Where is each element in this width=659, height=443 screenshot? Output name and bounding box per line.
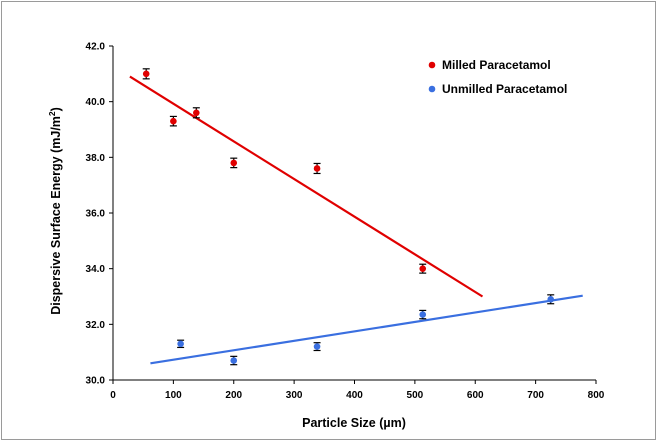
x-tick-label: 400 bbox=[346, 390, 363, 401]
x-tick-label: 200 bbox=[225, 390, 242, 401]
x-tick-label: 300 bbox=[286, 390, 303, 401]
data-point-series-0 bbox=[419, 265, 427, 272]
data-point-series-0 bbox=[230, 159, 238, 167]
y-axis-title-main: Dispersive Surface Energy (mJ/m bbox=[49, 116, 63, 315]
data-points bbox=[142, 68, 555, 366]
y-axis-title: Dispersive Surface Energy (mJ/m2) bbox=[47, 107, 63, 315]
y-axis-title-sup: 2 bbox=[47, 111, 57, 116]
trendline-series-0 bbox=[129, 75, 484, 298]
y-tick-label: 30.0 bbox=[86, 376, 106, 387]
trendline-series-1 bbox=[150, 294, 583, 365]
y-tick-label: 36.0 bbox=[86, 209, 106, 220]
x-tick-label: 800 bbox=[588, 390, 605, 401]
data-point-series-1 bbox=[547, 295, 555, 303]
y-tick-label: 42.0 bbox=[86, 42, 106, 53]
data-point-series-0 bbox=[170, 117, 177, 125]
y-tick-label: 32.0 bbox=[86, 320, 106, 331]
y-axis-title-tail: ) bbox=[49, 107, 63, 111]
axes: 30.0 32.0 34.0 36.0 38.0 40.0 42.0 0 100 200 300 40… bbox=[86, 42, 605, 402]
data-point-series-0 bbox=[313, 165, 321, 172]
legend-marker bbox=[428, 85, 436, 93]
data-point-series-0 bbox=[193, 109, 200, 117]
x-axis-title: Particle Size (µm) bbox=[302, 416, 406, 430]
x-tick-label: 500 bbox=[407, 390, 424, 401]
x-tick-label: 600 bbox=[467, 390, 484, 401]
legend-marker bbox=[428, 61, 436, 69]
legend-label: Unmilled Paracetamol bbox=[442, 82, 567, 96]
y-tick-label: 40.0 bbox=[86, 97, 106, 108]
y-tick-label: 34.0 bbox=[86, 264, 106, 275]
trendlines bbox=[129, 75, 583, 365]
x-tick-label: 100 bbox=[165, 390, 182, 401]
x-tick-label: 700 bbox=[527, 390, 544, 401]
data-point-series-0 bbox=[142, 70, 150, 78]
x-tick-label: 0 bbox=[110, 390, 116, 401]
legend: Milled Paracetamol Unmilled Paracetamol bbox=[428, 58, 567, 96]
data-point-series-1 bbox=[177, 340, 184, 348]
y-tick-label: 38.0 bbox=[86, 153, 106, 164]
data-point-series-1 bbox=[419, 311, 427, 318]
legend-label: Milled Paracetamol bbox=[442, 58, 551, 72]
data-point-series-1 bbox=[313, 343, 321, 350]
data-point-series-1 bbox=[230, 357, 238, 364]
